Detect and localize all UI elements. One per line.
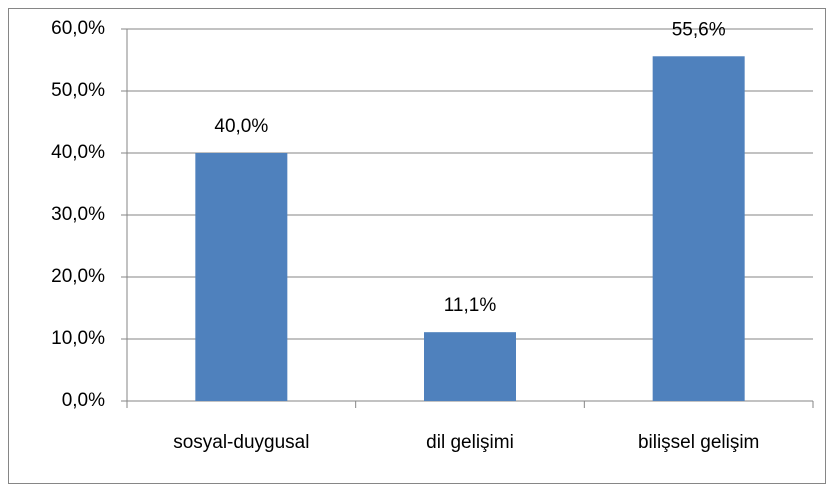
y-tick-label: 60,0% (51, 18, 105, 39)
x-tick-label: sosyal-duygusal (173, 432, 309, 453)
y-tick-label: 10,0% (51, 328, 105, 349)
data-label: 40,0% (214, 116, 268, 137)
x-tick-label: bilişsel gelişim (638, 432, 759, 453)
bar (195, 153, 288, 401)
y-tick-label: 0,0% (62, 390, 105, 411)
y-tick-label: 40,0% (51, 142, 105, 163)
data-label: 11,1% (444, 295, 497, 316)
y-tick-label: 20,0% (51, 266, 105, 287)
bar (424, 332, 516, 401)
bar (652, 56, 745, 401)
x-tick-label: dil gelişimi (426, 432, 514, 453)
data-label: 55,6% (672, 19, 726, 40)
y-tick-label: 30,0% (51, 204, 105, 225)
y-tick-label: 50,0% (51, 80, 105, 101)
